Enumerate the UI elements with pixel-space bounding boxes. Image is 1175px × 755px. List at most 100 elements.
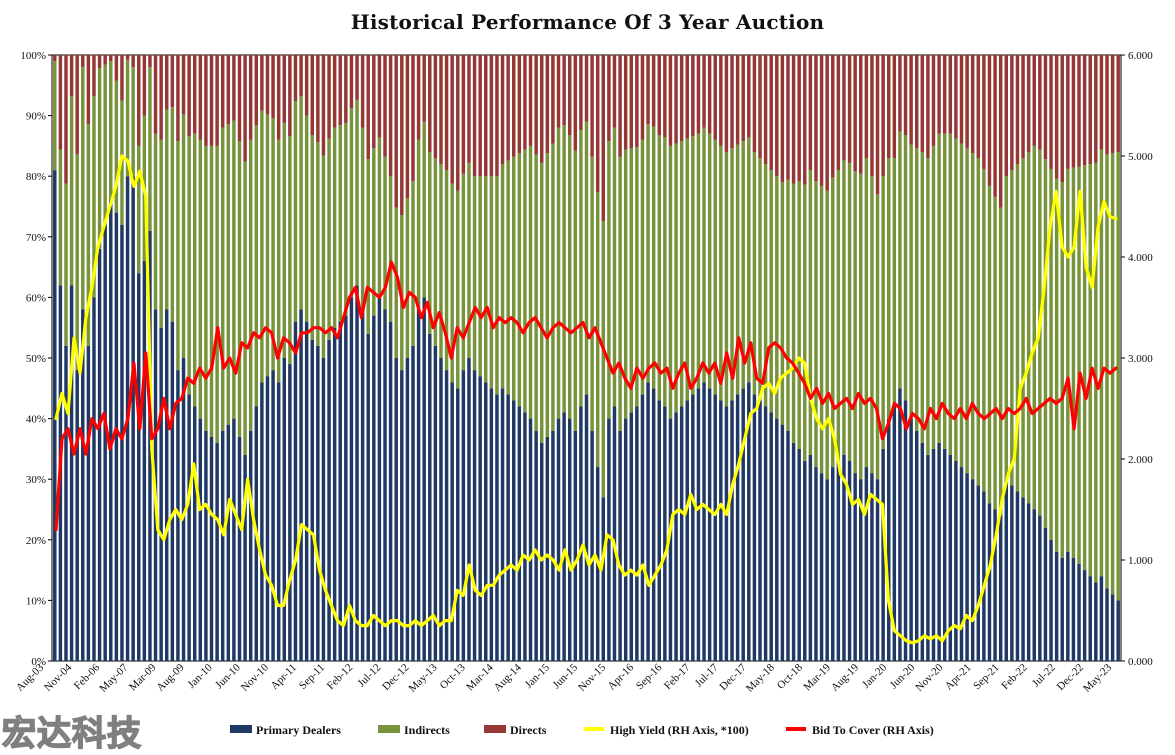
indirects-bar <box>159 139 163 328</box>
primary-dealers-bar <box>970 479 975 661</box>
indirects-bar <box>226 124 231 425</box>
indirects-bar <box>1060 182 1064 558</box>
indirects-bar <box>853 171 857 474</box>
primary-dealers-bar <box>428 333 432 661</box>
directs-bar <box>612 55 617 128</box>
directs-bar <box>271 55 275 119</box>
primary-dealers-bar <box>926 454 930 661</box>
indirects-bar <box>293 101 298 322</box>
x-axis-tick-label: May-13 <box>406 661 439 694</box>
directs-bar <box>248 55 253 140</box>
primary-dealers-bar <box>1026 503 1031 661</box>
indirects-bar <box>456 190 460 389</box>
directs-bar <box>506 55 510 161</box>
directs-bar <box>814 55 818 182</box>
directs-bar <box>825 55 829 191</box>
indirects-bar <box>187 136 191 395</box>
primary-dealers-bar <box>86 345 91 661</box>
directs-bar <box>114 55 119 81</box>
indirects-bar <box>965 148 969 474</box>
primary-dealers-bar <box>819 473 824 661</box>
x-axis-tick-label: Sep-11 <box>297 662 327 692</box>
directs-bar <box>360 55 365 128</box>
left-axis-tick-label: 70% <box>26 232 46 244</box>
directs-bar <box>702 55 706 128</box>
left-axis-tick-label: 60% <box>26 292 46 304</box>
directs-bar <box>1032 55 1036 146</box>
primary-dealers-bar <box>590 430 594 661</box>
directs-bar <box>69 55 74 97</box>
indirects-bar <box>556 127 561 419</box>
primary-dealers-bar <box>422 297 426 661</box>
indirects-bar <box>260 110 264 383</box>
directs-bar <box>120 55 124 101</box>
primary-dealers-bar <box>942 448 947 661</box>
primary-dealers-bar <box>1038 515 1042 661</box>
indirects-bar <box>998 207 1003 516</box>
indirects-bar <box>338 125 342 322</box>
directs-bar <box>237 55 242 142</box>
directs-bar <box>663 55 667 138</box>
primary-dealers-bar <box>528 418 533 661</box>
primary-dealers-bar <box>657 400 661 661</box>
primary-dealers-bar <box>875 479 880 661</box>
primary-dealers-bar <box>75 370 79 661</box>
directs-bar <box>724 55 729 152</box>
directs-bar <box>970 55 975 154</box>
primary-dealers-bar <box>1116 600 1120 661</box>
primary-dealers-bar <box>355 285 359 661</box>
directs-bar <box>931 55 936 146</box>
indirects-bar <box>1021 158 1025 498</box>
primary-dealers-bar <box>646 382 650 661</box>
indirects-bar <box>517 153 522 407</box>
primary-dealers-bar <box>870 473 874 661</box>
right-axis-tick-label: 2.000 <box>1128 454 1153 466</box>
primary-dealers-bar <box>685 400 689 661</box>
indirects-bar <box>635 147 639 407</box>
indirects-bar <box>982 168 986 492</box>
indirects-bar <box>1110 153 1115 595</box>
indirects-bar <box>327 138 331 340</box>
primary-dealers-bar <box>674 412 678 661</box>
directs-bar <box>808 55 813 171</box>
indirects-bar <box>316 142 320 346</box>
directs-bar <box>914 55 919 149</box>
primary-dealers-bar <box>1077 564 1081 661</box>
directs-bar <box>562 55 566 126</box>
primary-dealers-bar <box>539 442 544 661</box>
legend-label: Primary Dealers <box>256 723 341 737</box>
indirects-bar <box>769 170 773 413</box>
directs-bar <box>545 55 550 154</box>
x-axis-tick-label: Apr-11 <box>269 662 300 693</box>
directs-bar <box>187 55 191 137</box>
directs-bar <box>53 55 57 62</box>
primary-dealers-bar <box>758 400 762 661</box>
directs-bar <box>428 55 432 152</box>
directs-bar <box>875 55 880 195</box>
indirects-bar <box>657 134 661 401</box>
indirects-bar <box>176 141 180 371</box>
x-axis: Aug-03Nov-04Feb-06May-07Mar-09Aug-09Jan-… <box>14 661 1115 694</box>
directs-bar <box>372 55 376 149</box>
directs-bar <box>842 55 846 161</box>
indirects-bar <box>926 158 930 455</box>
primary-dealers-bar <box>204 430 208 661</box>
indirects-bar <box>847 162 852 462</box>
primary-dealers-bar <box>232 418 236 661</box>
indirects-bar <box>523 149 527 413</box>
primary-dealers-bar <box>836 461 841 661</box>
directs-bar <box>1004 55 1008 177</box>
indirects-bar <box>114 80 119 213</box>
indirects-bar <box>512 156 516 401</box>
directs-bar <box>579 55 583 131</box>
directs-bar <box>232 55 236 121</box>
primary-dealers-bar <box>1004 479 1008 661</box>
directs-bar <box>1049 55 1053 169</box>
legend-swatch <box>230 725 252 733</box>
primary-dealers-bar <box>618 430 622 661</box>
primary-dealers-bar <box>377 297 382 661</box>
primary-dealers-bar <box>864 467 869 661</box>
indirects-bar <box>282 122 287 358</box>
primary-dealers-bar <box>1049 539 1053 661</box>
x-axis-tick-label: Mar-09 <box>127 661 159 693</box>
